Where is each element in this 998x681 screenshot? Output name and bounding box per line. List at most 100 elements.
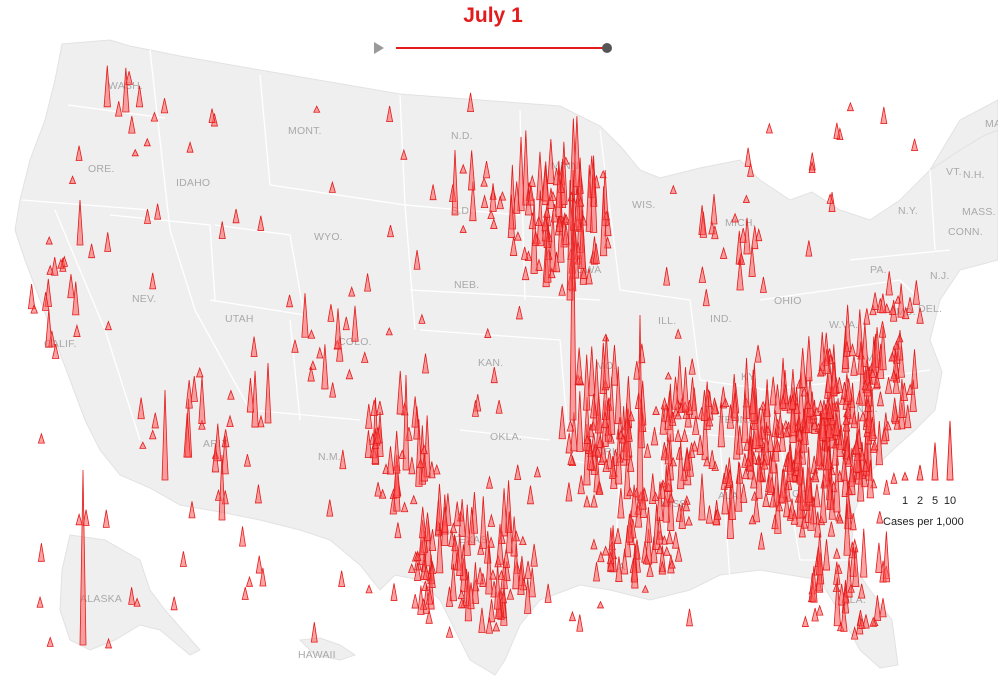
case-spike xyxy=(316,346,324,359)
case-spike xyxy=(374,482,382,497)
case-spike xyxy=(630,553,639,583)
case-spike xyxy=(607,376,616,435)
case-spike xyxy=(151,412,159,429)
case-spike xyxy=(515,305,523,320)
case-spike xyxy=(458,499,466,537)
legend-spikes xyxy=(901,420,954,481)
case-spike xyxy=(386,446,395,475)
case-spike xyxy=(885,271,893,296)
state-label: NEB. xyxy=(454,279,479,291)
case-spike xyxy=(103,65,111,108)
legend-spike xyxy=(946,420,954,481)
state-label: MA xyxy=(985,118,998,130)
case-spike xyxy=(897,346,905,378)
timeline-player[interactable] xyxy=(372,38,617,58)
case-spike xyxy=(779,469,787,504)
case-spike xyxy=(868,416,876,441)
case-spike xyxy=(576,391,584,452)
case-spike xyxy=(876,391,884,407)
case-spike xyxy=(371,439,380,449)
case-spike xyxy=(765,122,773,134)
case-spike xyxy=(798,520,806,538)
case-spike xyxy=(480,194,489,209)
canada-edge-shape xyxy=(929,99,998,171)
state-border-line xyxy=(21,199,151,211)
case-spike xyxy=(286,294,294,308)
case-spike xyxy=(41,292,50,311)
case-spike xyxy=(672,531,680,549)
state-label: DEL. xyxy=(918,303,942,315)
case-spike xyxy=(827,521,836,537)
case-spikes xyxy=(27,65,924,649)
case-spike xyxy=(348,286,356,297)
case-spike xyxy=(449,563,457,602)
case-spike xyxy=(614,528,622,544)
case-spike xyxy=(170,596,178,611)
case-spike xyxy=(866,459,874,499)
case-spike xyxy=(487,513,496,527)
case-spike xyxy=(419,506,427,539)
state-label: OKLA. xyxy=(490,431,522,443)
case-spike xyxy=(869,616,878,627)
case-spike xyxy=(489,183,497,212)
case-spike xyxy=(664,437,672,465)
case-spike xyxy=(370,399,378,417)
case-spike xyxy=(705,505,714,524)
case-spike xyxy=(125,71,133,85)
case-spike xyxy=(755,451,763,499)
case-spike xyxy=(547,139,555,184)
case-spike xyxy=(840,452,848,481)
state-border-line xyxy=(599,129,621,291)
case-spike xyxy=(602,334,610,389)
case-spike xyxy=(775,499,784,512)
case-spike xyxy=(148,429,157,440)
case-spike xyxy=(820,399,828,419)
case-spike xyxy=(701,403,709,461)
case-spike xyxy=(161,389,169,481)
case-spike xyxy=(676,355,684,404)
case-spike xyxy=(795,426,804,441)
case-spike xyxy=(739,483,748,504)
case-spike xyxy=(334,308,342,350)
case-spike xyxy=(82,509,90,526)
state-labels: WASH.ORE.CALIF.NEV.IDAHOMONT.WYO.UTAHARI… xyxy=(44,80,998,661)
case-spike xyxy=(188,501,196,519)
state-label: ILL. xyxy=(658,315,676,327)
case-spike xyxy=(445,625,454,638)
case-spike xyxy=(825,355,833,394)
case-spike xyxy=(869,303,877,316)
case-spike xyxy=(663,545,671,556)
timeline-track[interactable] xyxy=(396,47,605,49)
legend-spike xyxy=(916,464,924,481)
case-spike xyxy=(570,412,578,452)
case-spike xyxy=(646,563,654,577)
case-spike xyxy=(897,283,905,318)
case-spike xyxy=(524,578,532,614)
case-spike xyxy=(731,393,739,421)
case-spike xyxy=(630,484,638,518)
case-spike xyxy=(558,282,566,296)
case-spike xyxy=(27,284,36,310)
case-spike xyxy=(889,303,897,315)
case-spike xyxy=(321,344,329,390)
case-spike xyxy=(544,583,552,603)
case-spike xyxy=(307,329,316,339)
case-spike xyxy=(46,636,54,647)
case-spike xyxy=(852,438,861,455)
case-spike xyxy=(339,449,347,470)
case-spike xyxy=(742,194,750,203)
case-spike xyxy=(906,297,914,313)
case-spike xyxy=(509,236,518,256)
case-spike xyxy=(861,459,870,472)
timeline-handle[interactable] xyxy=(602,43,612,53)
case-spike xyxy=(307,366,315,382)
case-spike xyxy=(76,199,84,246)
case-spike xyxy=(326,499,334,517)
case-spike xyxy=(195,366,204,378)
case-spike xyxy=(566,179,574,301)
play-icon[interactable] xyxy=(374,42,384,54)
case-spike xyxy=(751,226,759,250)
state-border-line xyxy=(759,289,831,301)
case-spike xyxy=(833,122,841,139)
case-spike xyxy=(759,276,767,293)
